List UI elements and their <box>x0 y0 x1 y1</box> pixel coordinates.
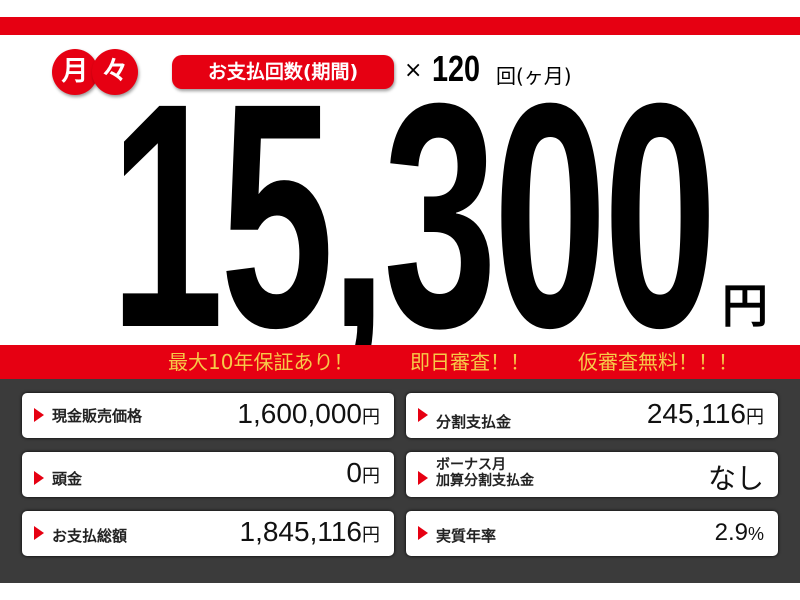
detail-value: 0円 <box>346 457 380 488</box>
detail-down-payment: 頭金 0円 <box>22 452 394 497</box>
payment-count: 120 <box>432 48 481 89</box>
top-red-band <box>0 17 800 35</box>
promo-warranty: 最大10年保証あり！ <box>168 350 354 374</box>
monthly-amount: 15,300 <box>110 36 717 394</box>
detail-total: お支払総額 1,845,116円 <box>22 511 394 556</box>
detail-cash-price: 現金販売価格 1,600,000円 <box>22 393 394 438</box>
promo-same-day: 即日審査！！ <box>410 350 530 374</box>
triangle-icon <box>34 408 44 422</box>
detail-bonus: ボーナス月 加算分割支払金 なし <box>406 452 778 497</box>
detail-label: 頭金 <box>52 470 83 488</box>
detail-label: 現金販売価格 <box>52 407 143 425</box>
detail-value: なし <box>707 463 764 494</box>
detail-value: 245,116円 <box>646 398 764 429</box>
triangle-icon <box>34 471 44 485</box>
promo-banner: 最大10年保証あり！ 即日審査！！ 仮審査無料！！！ <box>0 345 800 379</box>
detail-value: 1,600,000円 <box>237 398 380 429</box>
detail-installment: 分割支払金 245,116円 <box>406 393 778 438</box>
detail-value: 1,845,116円 <box>239 516 381 547</box>
triangle-icon <box>418 408 428 422</box>
triangle-icon <box>418 526 428 540</box>
times-sign: × <box>404 58 423 83</box>
detail-label: ボーナス月 加算分割支払金 <box>436 457 534 489</box>
monthly-amount-unit: 円 <box>722 279 768 333</box>
detail-label: 分割支払金 <box>436 413 512 431</box>
detail-value: 2.9% <box>714 519 764 546</box>
detail-apr: 実質年率 2.9% <box>406 511 778 556</box>
detail-label: 実質年率 <box>436 527 497 545</box>
promo-free-screening: 仮審査無料！！！ <box>578 350 738 374</box>
triangle-icon <box>418 471 428 485</box>
detail-label: お支払総額 <box>52 527 128 545</box>
triangle-icon <box>34 526 44 540</box>
monthly-badge-1: 月 <box>52 49 98 95</box>
payment-count-label: お支払回数(期間) <box>172 55 394 89</box>
details-panel: 現金販売価格 1,600,000円 分割支払金 245,116円 頭金 0円 ボ… <box>0 379 800 583</box>
payment-count-unit: 回(ヶ月) <box>496 64 572 88</box>
monthly-badge-2: 々 <box>92 49 138 95</box>
